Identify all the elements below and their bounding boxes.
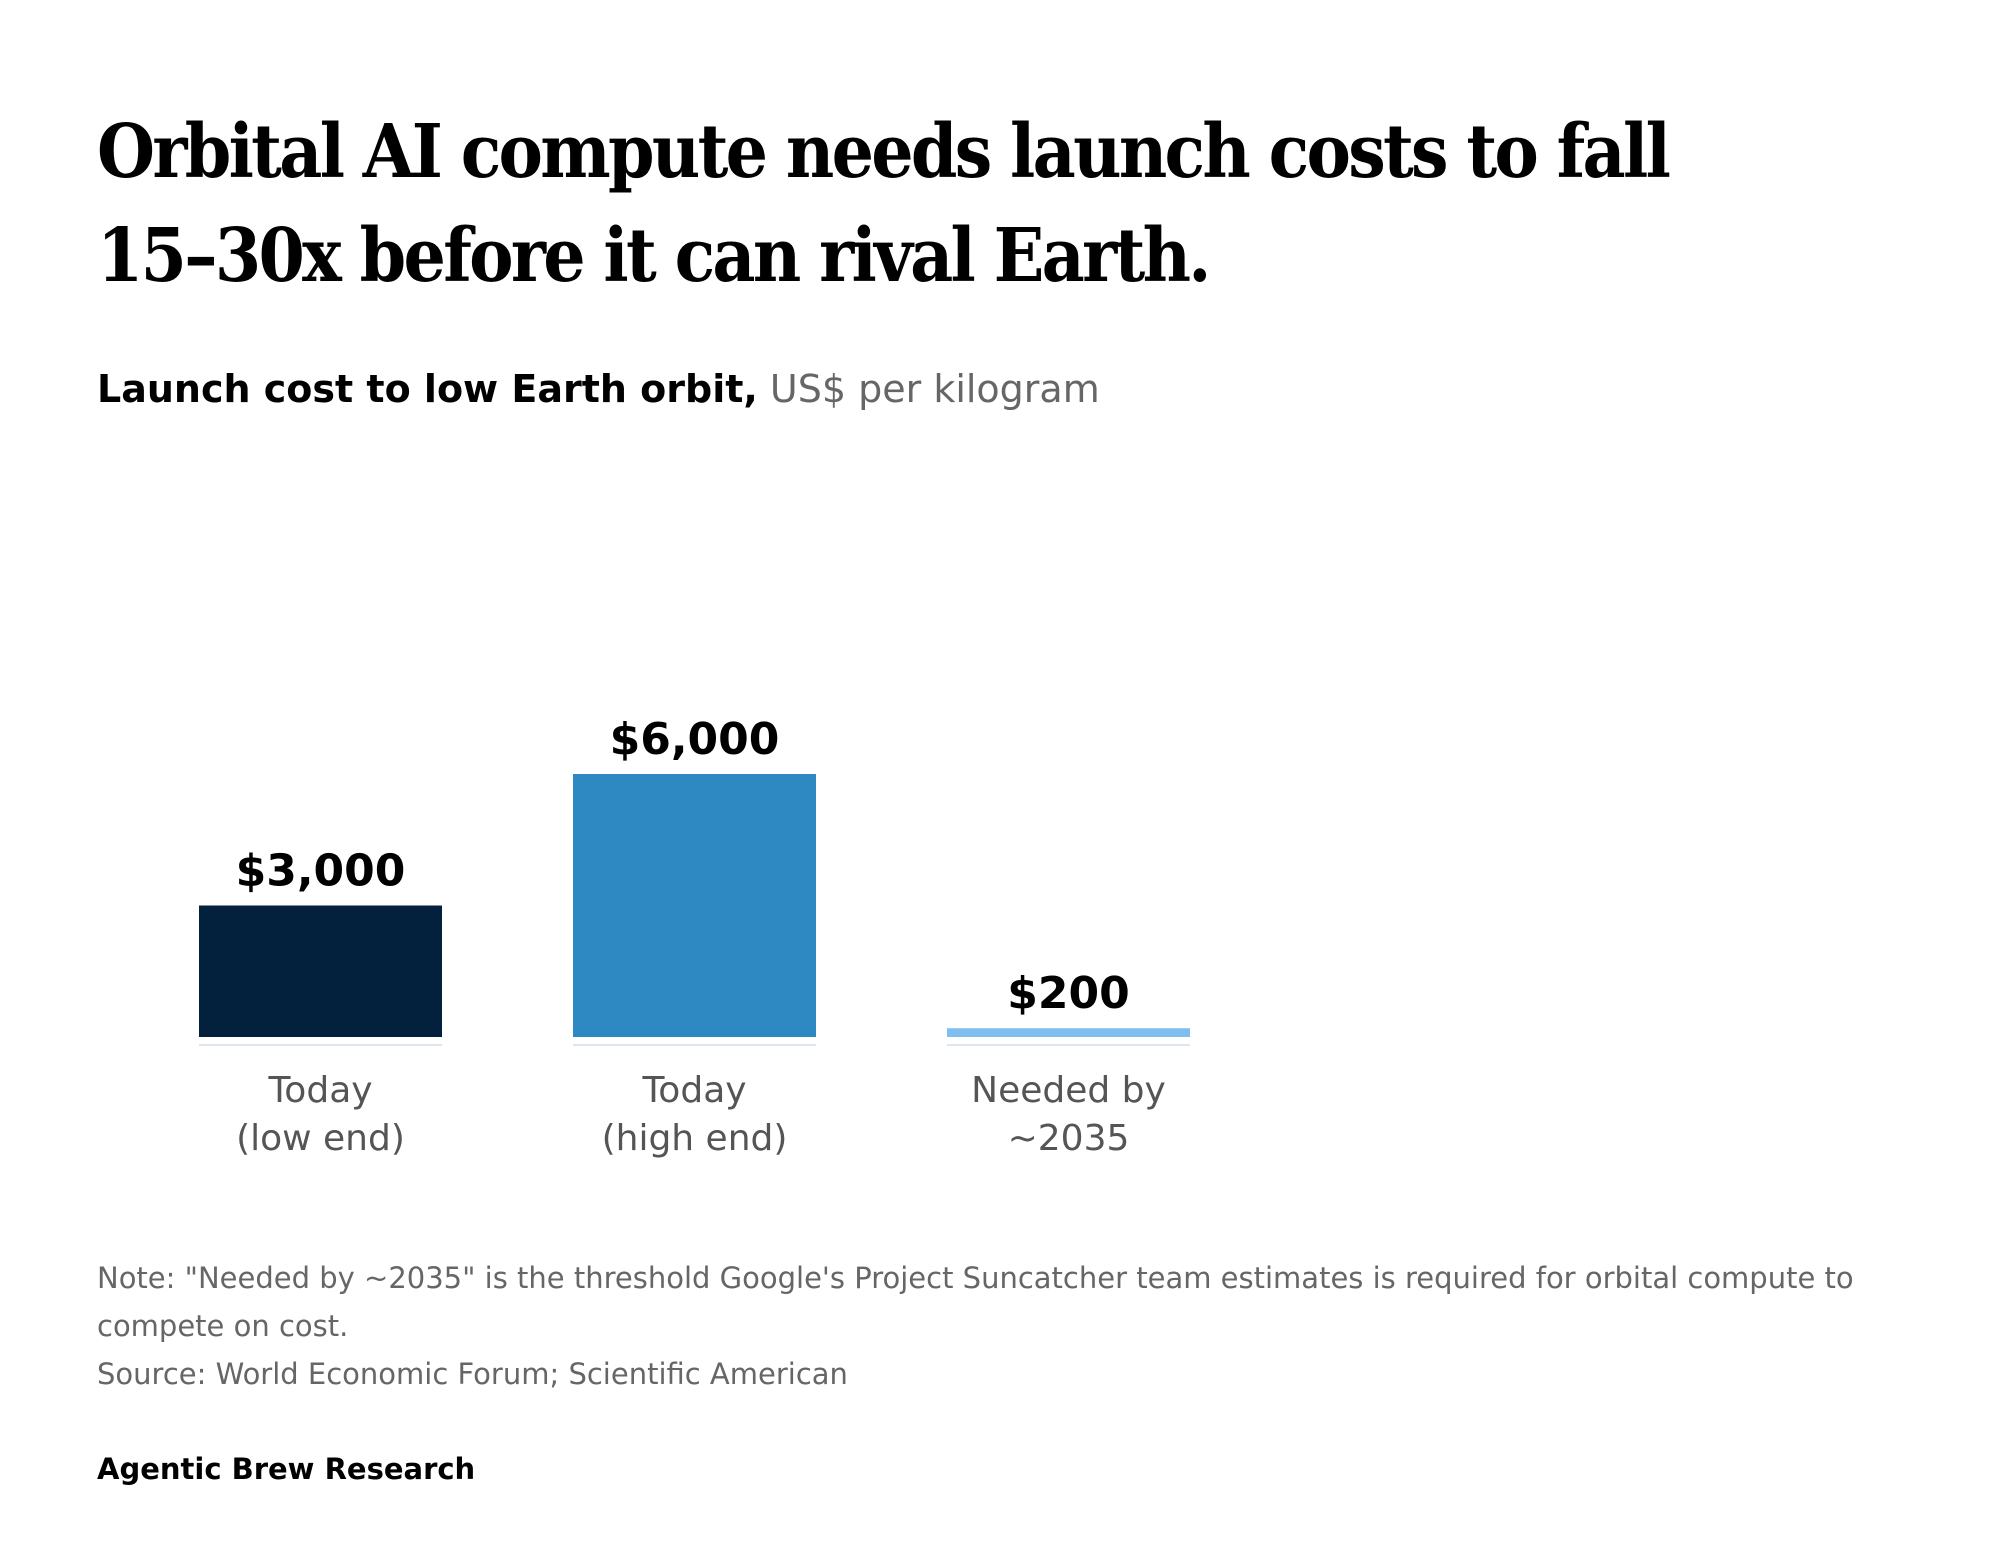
subtitle-unit: US$ per kilogram: [757, 367, 1100, 411]
source-line: Source: World Economic Forum; Scientific…: [97, 1357, 848, 1391]
category-label-2-line-2: (high end): [602, 1118, 788, 1159]
chart-subtitle: Launch cost to low Earth orbit, US$ per …: [97, 364, 1100, 414]
bar-chart: $3,000 Today (low end) $6,000 Today (high end…: [199, 714, 1190, 1159]
bar-2: [573, 774, 816, 1037]
category-label-1-line-2: (low end): [236, 1118, 405, 1159]
category-label-2-line-1: Today: [641, 1070, 746, 1111]
brand-credit: Agentic Brew Research: [97, 1452, 476, 1486]
bar-3: [947, 1028, 1190, 1037]
footnote: Note: "Needed by ~2035" is the threshold…: [97, 1261, 1854, 1343]
value-label-3: $200: [1007, 968, 1129, 1019]
category-label-1-line-1: Today: [267, 1070, 372, 1111]
value-label-1: $3,000: [236, 846, 406, 897]
subtitle-measure: Launch cost to low Earth orbit,: [97, 367, 758, 411]
chart-footer: Note: "Needed by ~2035" is the threshold…: [97, 1254, 1917, 1398]
category-label-3-line-1: Needed by: [971, 1070, 1166, 1111]
bar-1: [199, 905, 442, 1037]
chart-title: Orbital AI compute needs launch costs to…: [97, 109, 1671, 299]
category-label-3-line-2: ~2035: [1008, 1118, 1130, 1159]
value-label-2: $6,000: [610, 714, 780, 765]
